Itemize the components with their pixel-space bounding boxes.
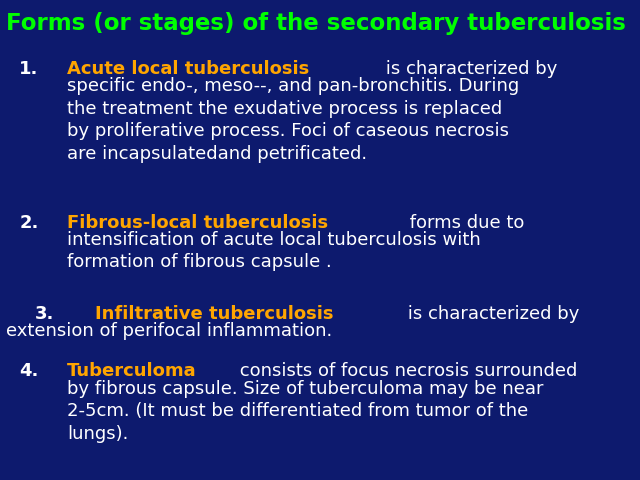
Text: Fibrous-local tuberculosis: Fibrous-local tuberculosis [67,214,328,231]
Text: Infiltrative tuberculosis: Infiltrative tuberculosis [95,305,333,323]
Text: by fibrous capsule. Size of tuberculoma may be near
2-5cm. (It must be different: by fibrous capsule. Size of tuberculoma … [67,380,544,443]
Text: 2.: 2. [19,214,38,231]
Text: 4.: 4. [19,362,38,380]
Text: is characterized by: is characterized by [380,60,557,78]
Text: Tuberculoma: Tuberculoma [67,362,197,380]
Text: specific endo-, meso--, and pan-bronchitis. During
the treatment the exudative p: specific endo-, meso--, and pan-bronchit… [67,77,520,163]
Text: extension of perifocal inflammation.: extension of perifocal inflammation. [6,322,333,340]
Text: is characterized by: is characterized by [403,305,580,323]
Text: intensification of acute local tuberculosis with
formation of fibrous capsule .: intensification of acute local tuberculo… [67,231,481,271]
Text: 3.: 3. [35,305,54,323]
Text: consists of focus necrosis surrounded: consists of focus necrosis surrounded [234,362,578,380]
Text: forms due to: forms due to [404,214,525,231]
Text: 1.: 1. [19,60,38,78]
Text: Forms (or stages) of the secondary tuberculosis: Forms (or stages) of the secondary tuber… [6,12,627,35]
Text: Acute local tuberculosis: Acute local tuberculosis [67,60,310,78]
